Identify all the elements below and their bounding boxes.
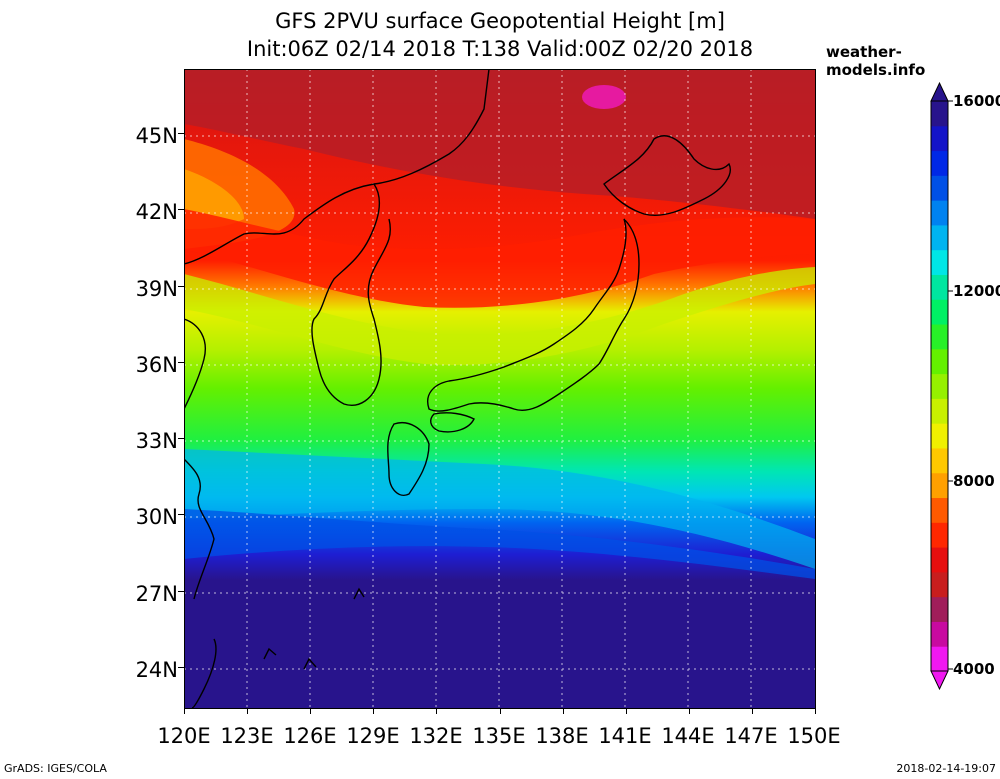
lon-label-129e: 129E <box>346 724 400 748</box>
colorbar-segment <box>931 274 948 300</box>
map-frame-right <box>815 69 816 709</box>
lat-label-30n: 30N <box>135 505 178 529</box>
colorbar-top-arrow <box>930 81 949 102</box>
colorbar-segment <box>931 224 948 251</box>
lon-tick <box>184 708 185 714</box>
colorbar-segment <box>931 398 948 424</box>
colorbar-bottom-arrow <box>930 670 949 691</box>
colorbar-segment <box>931 522 948 548</box>
lat-tick <box>178 362 184 363</box>
colorbar-segment <box>931 447 948 474</box>
lat-label-42n: 42N <box>135 200 178 224</box>
map-panel <box>184 69 815 708</box>
lat-tick <box>178 209 184 210</box>
colorbar-segment <box>931 299 948 325</box>
lon-tick <box>625 708 627 714</box>
colorbar-segment <box>931 621 948 647</box>
lat-tick <box>178 514 184 515</box>
generation-timestamp: 2018-02-14-19:07 <box>896 762 996 775</box>
colorbar-segment <box>931 497 948 523</box>
lon-label-147e: 147E <box>724 724 778 748</box>
lon-tick <box>751 708 753 714</box>
lon-label-123e: 123E <box>220 724 274 748</box>
lon-label-126e: 126E <box>283 724 337 748</box>
lat-label-36n: 36N <box>135 353 178 377</box>
lon-label-138e: 138E <box>535 724 589 748</box>
lon-tick <box>815 708 816 714</box>
lon-tick <box>688 708 690 714</box>
site-watermark: weather-models.info <box>826 43 926 79</box>
lon-label-135e: 135E <box>472 724 526 748</box>
coastlines <box>184 69 731 708</box>
colorbar-label-12000: 12000 <box>953 282 1000 300</box>
lon-label-150e: 150E <box>787 724 841 748</box>
colorbar-segment <box>931 646 948 672</box>
lon-tick <box>247 708 249 714</box>
lat-label-27n: 27N <box>135 582 178 606</box>
lat-tick <box>178 667 184 668</box>
colorbar-segment <box>931 547 948 573</box>
colorbar-segment <box>931 423 948 449</box>
colorbar-segment <box>931 200 948 226</box>
lat-label-33n: 33N <box>135 429 178 453</box>
chart-subtitle: Init:06Z 02/14 2018 T:138 Valid:00Z 02/2… <box>246 37 754 61</box>
colorbar-segment <box>931 101 948 127</box>
lat-tick <box>178 286 184 287</box>
colorbar-segment <box>931 324 948 350</box>
colorbar-label-4000: 4000 <box>953 660 995 678</box>
colorbar-segment <box>931 571 948 598</box>
lat-tick <box>178 438 184 439</box>
colorbar-segment <box>931 596 948 622</box>
lat-tick <box>178 133 184 134</box>
lat-tick <box>178 591 184 592</box>
lon-label-132e: 132E <box>409 724 463 748</box>
colorbar-label-16000: 16000 <box>953 92 1000 110</box>
lon-tick <box>499 708 501 714</box>
colorbar-segment <box>931 249 948 275</box>
lon-tick <box>562 708 564 714</box>
lat-label-45n: 45N <box>135 124 178 148</box>
lon-tick <box>436 708 438 714</box>
lon-label-120e: 120E <box>157 724 211 748</box>
colorbar-segment <box>931 472 948 499</box>
chart-title: GFS 2PVU surface Geopotential Height [m] <box>275 9 725 33</box>
colorbar-label-8000: 8000 <box>953 472 995 490</box>
colorbar-frame <box>930 100 949 672</box>
colorbar-segment <box>931 125 948 152</box>
colorbar-segment <box>931 175 948 201</box>
map-frame-top <box>184 69 815 70</box>
lon-label-144e: 144E <box>661 724 715 748</box>
lon-label-141e: 141E <box>598 724 652 748</box>
map-frame-left <box>184 69 185 709</box>
colorbar-segment <box>931 150 948 176</box>
map-field <box>184 69 815 708</box>
lon-tick <box>310 708 312 714</box>
lat-label-39n: 39N <box>135 277 178 301</box>
lat-label-24n: 24N <box>135 658 178 682</box>
grads-credit: GrADS: IGES/COLA <box>4 762 107 775</box>
colorbar-segment <box>931 348 948 375</box>
lon-tick <box>373 708 375 714</box>
colorbar-segment <box>931 373 948 399</box>
